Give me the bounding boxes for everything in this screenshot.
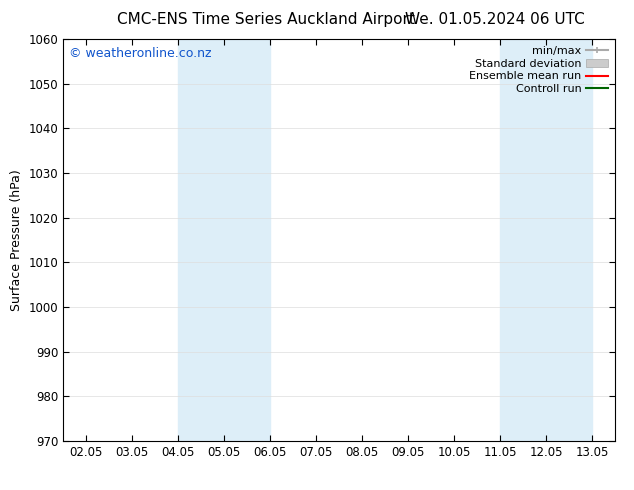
Legend: min/max, Standard deviation, Ensemble mean run, Controll run: min/max, Standard deviation, Ensemble me… — [465, 42, 612, 98]
Bar — [178, 39, 270, 441]
Text: © weatheronline.co.nz: © weatheronline.co.nz — [69, 47, 211, 60]
Text: CMC-ENS Time Series Auckland Airport: CMC-ENS Time Series Auckland Airport — [117, 12, 415, 27]
Text: We. 01.05.2024 06 UTC: We. 01.05.2024 06 UTC — [404, 12, 585, 27]
Y-axis label: Surface Pressure (hPa): Surface Pressure (hPa) — [10, 169, 23, 311]
Bar — [500, 39, 592, 441]
